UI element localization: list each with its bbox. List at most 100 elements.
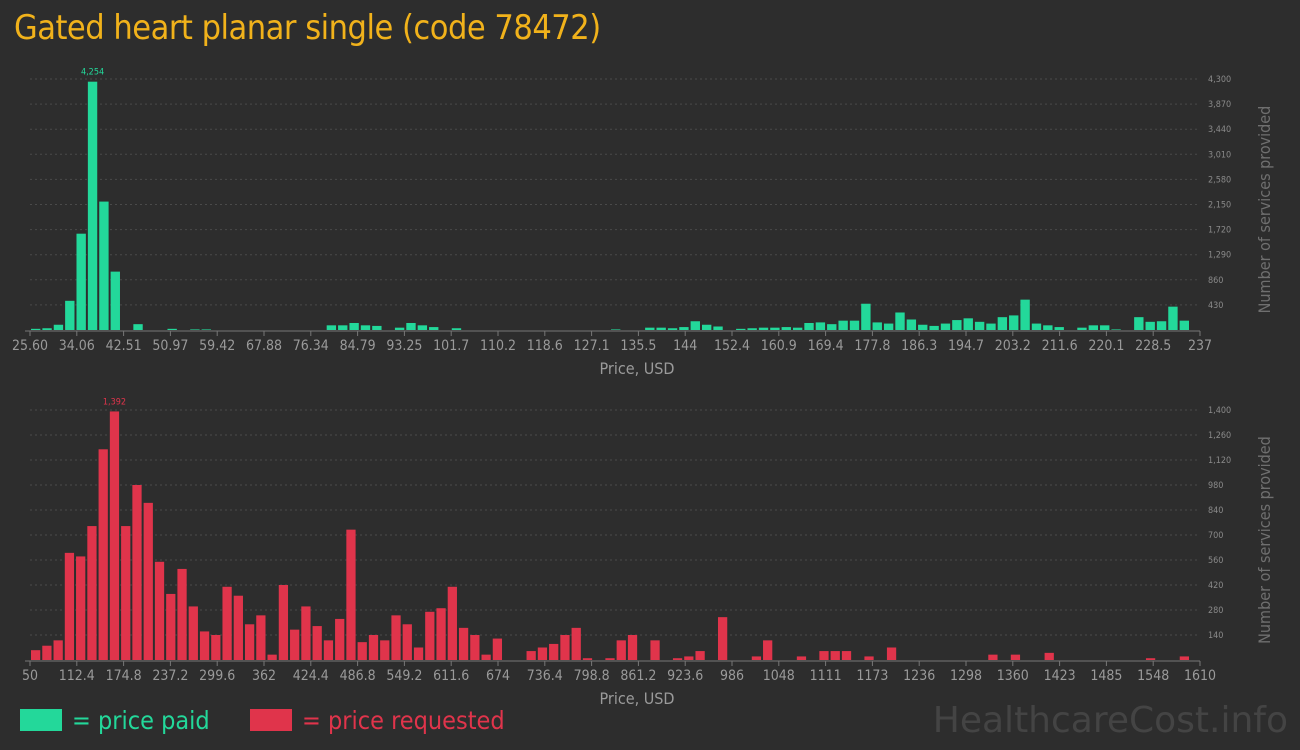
bar (872, 322, 882, 330)
x-tick-label: 174.8 (106, 668, 142, 684)
bar (222, 586, 232, 660)
chart-title: Gated heart planar single (code 78472) (14, 8, 601, 48)
bar (167, 328, 177, 330)
bar (736, 328, 746, 330)
x-tick-label: 798.8 (574, 668, 610, 684)
bar (667, 328, 678, 330)
y-tick-label: 2,150 (1208, 201, 1231, 211)
bar (391, 615, 401, 660)
bar (256, 615, 266, 660)
bar (188, 606, 198, 660)
y-tick-label: 280 (1208, 606, 1223, 616)
x-axis-title: Price, USD (600, 689, 675, 708)
legend-price-paid: = price paid (20, 705, 210, 735)
bar (394, 327, 405, 330)
bar (1044, 652, 1054, 660)
bar (763, 640, 773, 660)
y-tick-label: 1,290 (1208, 251, 1231, 261)
x-tick-label: 34.06 (59, 338, 95, 354)
bar (627, 635, 638, 660)
bar (402, 624, 412, 660)
bar (713, 326, 723, 330)
bar (1168, 306, 1178, 330)
bar (560, 635, 570, 660)
bar (974, 321, 985, 330)
bar (747, 328, 757, 330)
bar (940, 323, 951, 330)
x-tick-label: 362 (252, 668, 276, 684)
bar (758, 327, 769, 330)
bar (143, 502, 153, 660)
bar (695, 651, 705, 660)
bar (1156, 321, 1167, 330)
peak-value-label: 1,392 (103, 397, 126, 407)
x-tick-label: 237 (1188, 338, 1212, 354)
y-tick-label: 1,400 (1208, 406, 1231, 416)
x-tick-label: 1423 (1044, 668, 1076, 684)
x-tick-label: 220.1 (1088, 338, 1124, 354)
bar (827, 324, 837, 330)
bar (549, 643, 559, 660)
bar (53, 324, 64, 330)
legend-label-requested: = price requested (302, 705, 505, 735)
bar (492, 638, 503, 660)
x-tick-label: 674 (486, 668, 510, 684)
y-tick-label: 3,870 (1208, 100, 1231, 110)
y-axis-title: Number of services provided (1255, 436, 1274, 644)
bar (76, 556, 86, 660)
legend-swatch-paid (20, 709, 62, 731)
bar (335, 618, 345, 660)
bar (988, 654, 998, 660)
bar (815, 322, 826, 330)
bar (53, 640, 63, 660)
bar (1077, 327, 1087, 330)
bar (796, 656, 807, 660)
x-tick-label: 118.6 (527, 338, 563, 354)
bar (918, 324, 928, 330)
x-tick-label: 861.2 (620, 668, 656, 684)
bar (312, 626, 322, 660)
bar (952, 320, 962, 330)
bar (605, 658, 615, 660)
x-tick-label: 194.7 (948, 338, 984, 354)
x-tick-label: 228.5 (1135, 338, 1171, 354)
y-tick-label: 700 (1208, 531, 1223, 541)
bar (470, 635, 480, 660)
site-watermark: HealthcareCost.info (932, 700, 1288, 741)
bar (883, 323, 894, 330)
bar (177, 568, 187, 660)
bar (1010, 654, 1021, 660)
x-tick-label: 186.3 (901, 338, 937, 354)
y-tick-label: 4,300 (1208, 75, 1231, 85)
x-tick-label: 1111 (810, 668, 842, 684)
bar (368, 635, 379, 660)
bar (110, 271, 120, 330)
bar (338, 325, 348, 330)
x-tick-label: 25.60 (12, 338, 48, 354)
bar (481, 654, 491, 660)
x-tick-label: 169.4 (808, 338, 844, 354)
x-tick-label: 923.6 (667, 668, 703, 684)
y-tick-label: 2,580 (1208, 175, 1231, 185)
x-tick-label: 93.25 (386, 338, 422, 354)
x-tick-label: 424.4 (293, 668, 329, 684)
bar (323, 640, 334, 660)
bar (861, 303, 871, 330)
bar (986, 323, 996, 330)
y-tick-label: 980 (1208, 481, 1223, 491)
bar (1145, 658, 1156, 660)
y-tick-label: 1,720 (1208, 226, 1231, 236)
bar (357, 642, 367, 660)
bar (278, 585, 289, 660)
x-tick-label: 42.51 (106, 338, 142, 354)
bar (886, 647, 897, 660)
bar (819, 651, 829, 660)
peak-value-label: 4,254 (81, 68, 104, 78)
x-tick-label: 135.5 (620, 338, 656, 354)
bar (211, 635, 221, 660)
bar (1043, 325, 1053, 330)
bar (1054, 327, 1064, 330)
x-axis-title: Price, USD (600, 359, 675, 378)
bar (1100, 325, 1110, 330)
